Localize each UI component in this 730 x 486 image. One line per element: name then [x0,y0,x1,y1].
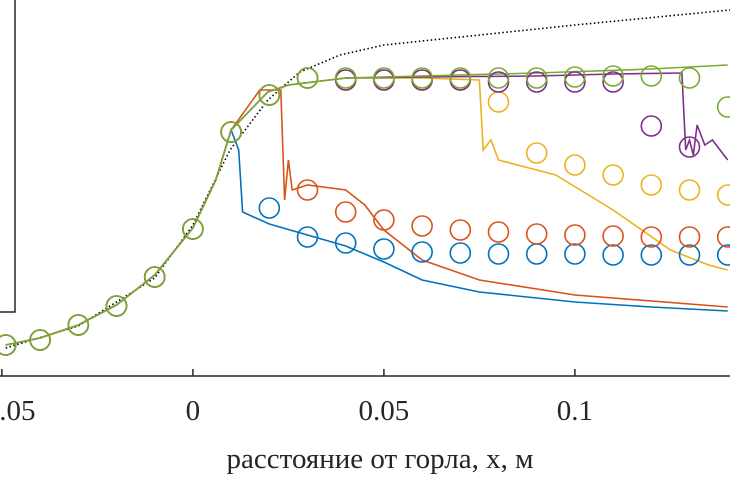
marker [449,67,472,89]
marker [640,115,663,137]
marker [296,226,319,248]
marker [373,238,395,260]
marker [678,179,701,201]
marker [449,219,472,241]
marker [678,226,701,248]
marker [640,226,663,248]
x-axis-label: расстояние от горла, x, м [227,443,534,475]
marker [411,67,433,89]
marker [449,242,472,264]
dotted-line [5,9,730,349]
marker [334,69,357,91]
marker [564,243,586,265]
marker [716,244,730,266]
marker [143,266,166,288]
marker [487,71,510,93]
marker [67,314,90,336]
marker [602,225,624,247]
marker [220,121,242,143]
marker [640,174,663,196]
marker [602,71,624,93]
data-line [5,127,728,346]
marker [487,243,510,265]
marker [564,224,586,246]
marker [640,244,663,266]
marker [678,67,701,89]
marker [0,334,17,356]
marker [716,226,730,248]
x-tick-label: 0.05 [359,395,410,427]
x-tick-label: −0.05 [0,395,35,427]
marker [640,65,663,87]
marker [487,91,510,113]
legend-box [0,0,16,313]
marker [373,209,395,231]
marker [602,65,624,87]
marker [411,241,433,263]
marker [334,201,357,223]
data-line [5,64,728,346]
marker [258,197,281,219]
marker [564,154,586,176]
marker [487,221,510,243]
marker [525,223,548,245]
marker [525,71,548,93]
marker [334,232,357,254]
marker [678,244,701,266]
marker [296,67,319,89]
marker [716,96,730,118]
marker [602,164,624,186]
marker [525,142,548,164]
marker [411,69,433,91]
marker [716,184,730,206]
marker [334,67,357,89]
marker [564,71,586,93]
marker [525,67,548,89]
marker [258,84,281,106]
plot-area [0,9,730,356]
marker [678,136,701,158]
marker [525,243,548,265]
marker [411,215,433,237]
marker [29,329,51,351]
x-tick-label: 0.1 [557,395,593,427]
marker [373,67,395,89]
marker [182,218,204,240]
marker [487,67,510,89]
marker [373,69,395,91]
x-tick-label: 0 [186,395,201,427]
axis-group: −0.05 0 0.05 0.1 [0,369,593,427]
marker [564,66,586,88]
marker [105,295,128,317]
marker [296,179,319,201]
marker [602,244,624,266]
